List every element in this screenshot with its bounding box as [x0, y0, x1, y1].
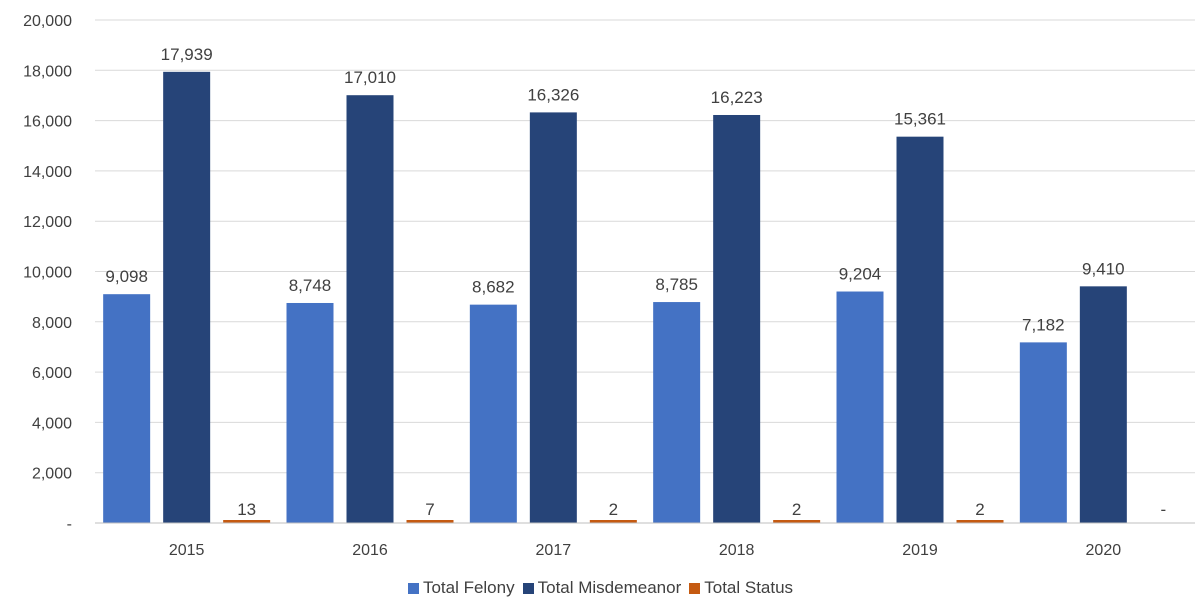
data-label: 7,182	[1022, 315, 1065, 334]
data-label: 17,939	[161, 45, 213, 64]
x-tick-label: 2020	[1086, 542, 1122, 559]
bar-total-status	[223, 520, 271, 523]
bar-total-felony	[103, 294, 151, 523]
bar-total-misdemeanor	[896, 136, 944, 524]
data-label: 15,361	[894, 110, 946, 129]
axes: - 2,000 4,000 6,000 8,000 10,000 12,000 14,000 1…	[23, 13, 1195, 559]
bar-total-status	[773, 520, 821, 523]
data-label: 9,204	[839, 265, 882, 284]
x-tick-label: 2017	[536, 542, 572, 559]
bar-total-status	[406, 520, 454, 523]
legend-item: Total Misdemeanor	[522, 578, 682, 598]
y-tick-label: 4,000	[32, 415, 72, 432]
legend-label: Total Felony	[422, 578, 515, 597]
data-label: 9,410	[1082, 259, 1125, 278]
data-label: 9,098	[105, 267, 148, 286]
bar-total-felony	[653, 302, 701, 523]
legend-swatch	[407, 582, 419, 594]
legend-swatch	[522, 582, 534, 594]
bar-total-misdemeanor	[346, 95, 394, 524]
data-label: 16,223	[711, 88, 763, 107]
y-tick-label: 14,000	[23, 164, 72, 181]
y-tick-label: 16,000	[23, 114, 72, 131]
bar-total-misdemeanor	[713, 114, 761, 523]
y-tick-label: 6,000	[32, 365, 72, 382]
data-label: 13	[237, 500, 256, 519]
data-label: 17,010	[344, 68, 396, 87]
data-label: 8,748	[289, 276, 332, 295]
x-tick-label: 2015	[169, 542, 205, 559]
y-tick-label: 18,000	[23, 63, 72, 80]
bar-total-felony	[836, 291, 884, 523]
data-labels: 9,098 17,939 13 8,748 17,010 7 8,682 16,326 2 8,7…	[105, 45, 1166, 519]
x-tick-label: 2016	[352, 542, 388, 559]
bar-total-misdemeanor	[529, 112, 577, 524]
legend-item: Total Status	[689, 578, 793, 598]
y-tick-label: 20,000	[23, 13, 72, 30]
y-tick-label: 2,000	[32, 466, 72, 483]
y-tick-label: 12,000	[23, 214, 72, 231]
bar-total-felony	[286, 302, 334, 523]
data-label: 7	[425, 500, 434, 519]
data-label: 8,785	[655, 275, 698, 294]
y-tick-label: 8,000	[32, 315, 72, 332]
y-tick-label: -	[67, 516, 72, 533]
legend-label: Total Misdemeanor	[537, 578, 682, 597]
gridlines	[95, 19, 1195, 474]
bar-total-status	[956, 520, 1004, 523]
data-label: -	[1160, 500, 1166, 519]
bar-total-felony	[1019, 342, 1067, 523]
data-label: 2	[975, 500, 984, 519]
x-tick-label: 2018	[719, 542, 755, 559]
data-label: 2	[609, 500, 618, 519]
data-label: 8,682	[472, 278, 515, 297]
bar-total-misdemeanor	[163, 71, 211, 523]
bar-total-status	[589, 520, 637, 523]
legend-item: Total Felony	[407, 578, 515, 598]
legend-label: Total Status	[704, 578, 794, 597]
x-tick-label: 2019	[902, 542, 938, 559]
data-label: 2	[792, 500, 801, 519]
y-tick-label: 10,000	[23, 265, 72, 282]
legend-swatch	[689, 582, 701, 594]
bars	[103, 71, 1127, 524]
data-label: 16,326	[527, 85, 579, 104]
bar-total-felony	[469, 304, 517, 523]
bar-total-misdemeanor	[1079, 286, 1127, 523]
legend: Total Felony Total Misdemeanor Total Statu…	[0, 578, 1201, 599]
